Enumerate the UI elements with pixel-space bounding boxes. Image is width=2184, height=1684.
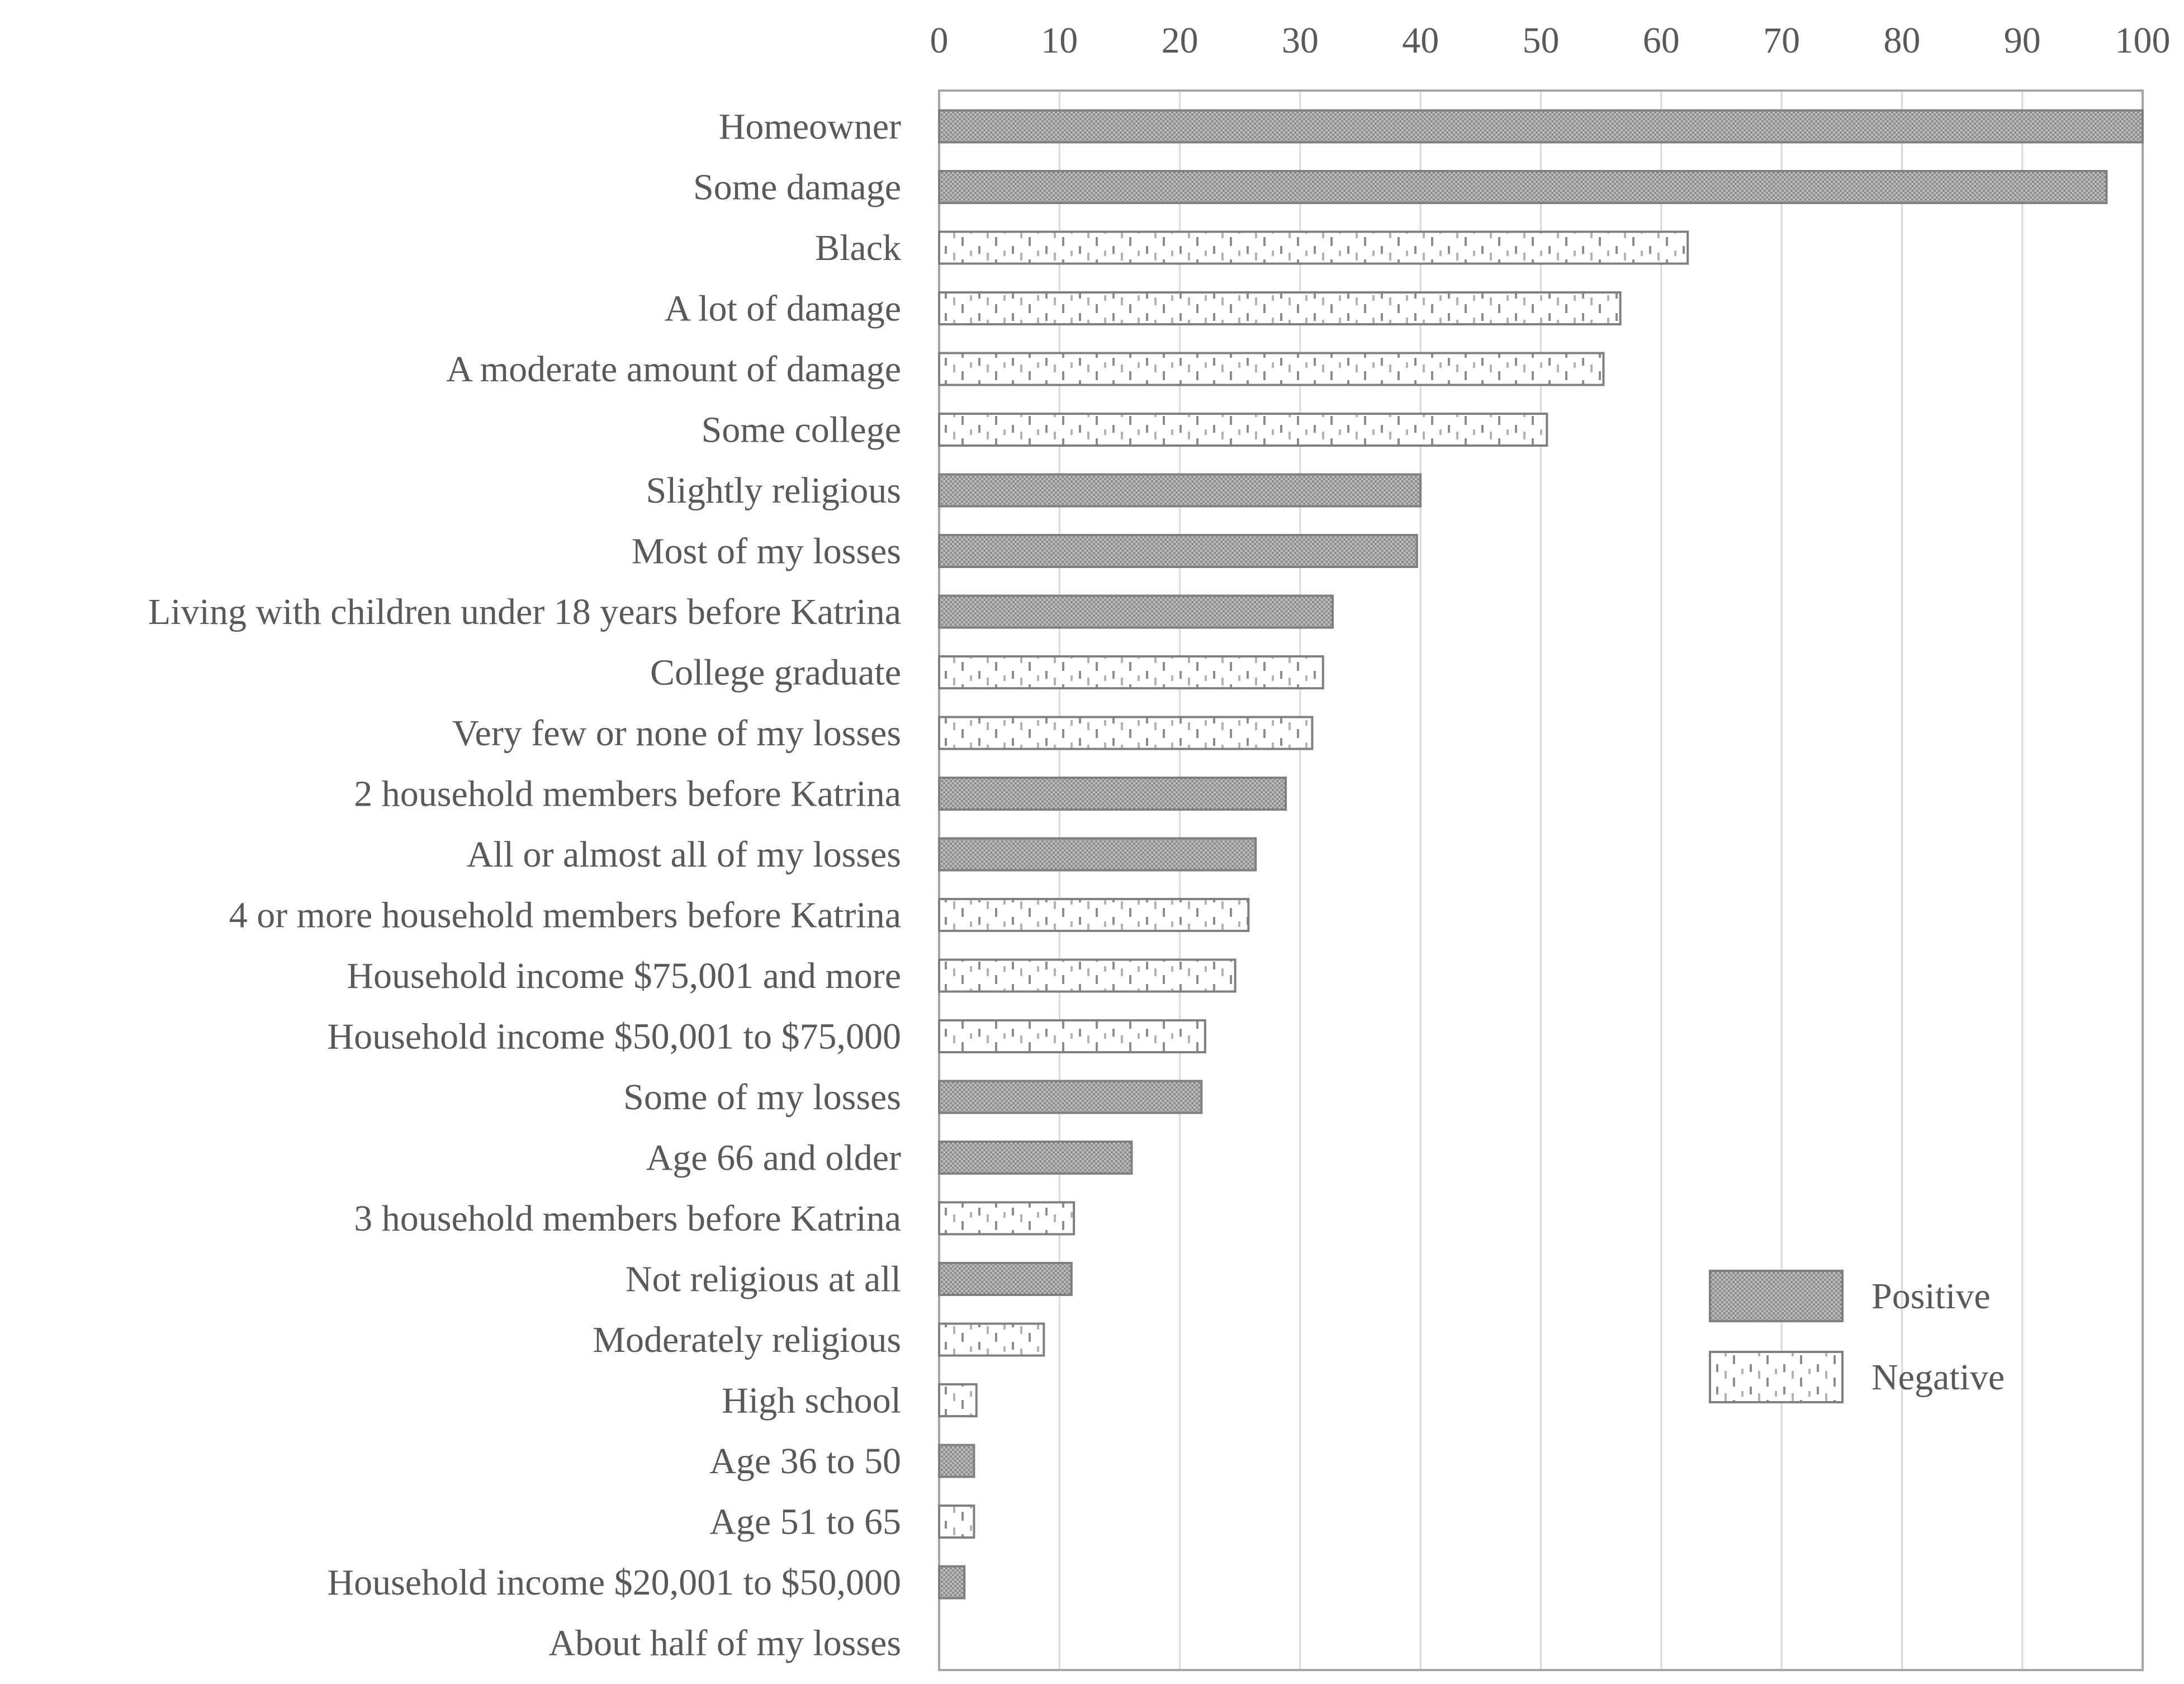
category-label: 2 household members before Katrina [354,774,901,815]
category-label: Moderately religious [593,1319,901,1360]
category-label: Some damage [693,167,901,208]
bar-positive [938,1080,1203,1114]
bar-positive [938,170,2108,204]
bar-positive [938,1565,966,1600]
legend-swatch-positive [1709,1270,1844,1322]
category-label: Age 66 and older [646,1138,901,1179]
category-label: About half of my losses [548,1623,901,1664]
bar-positive [938,1141,1133,1175]
bar-positive [938,109,2144,144]
axis-layer: 0 10 20 30 40 50 60 70 80 90 100 [930,20,2171,1671]
bar-negative [938,655,1324,689]
category-label: Age 36 to 50 [709,1441,901,1482]
legend-swatch-negative [1709,1351,1844,1403]
bar-positive [938,837,1257,872]
category-label: Homeowner [719,106,901,147]
category-label: High school [722,1380,901,1421]
category-label: 4 or more household members before Katri… [229,895,901,936]
bar-negative [938,958,1237,993]
category-label: Black [815,228,901,268]
legend-label-positive: Positive [1872,1276,1991,1317]
bar-positive [938,777,1287,811]
bar-layer [938,109,2144,1600]
category-label: A moderate amount of damage [446,349,901,390]
legend: Positive Negative [1709,1270,2005,1403]
category-label: Some of my losses [623,1077,901,1118]
x-tick-label: 40 [1402,20,1439,61]
bar-positive [938,1444,975,1478]
category-label: All or almost all of my losses [467,834,901,875]
bar-positive [938,534,1418,568]
category-label: Household income $75,001 and more [347,955,901,996]
x-tick-label: 60 [1643,20,1680,61]
bar-positive [938,594,1334,629]
category-label: Some college [702,410,901,451]
grid-layer [938,91,2144,1670]
plot-frame [938,89,2144,1671]
bar-negative [938,1322,1045,1357]
category-label: Household income $50,001 to $75,000 [327,1016,901,1057]
x-tick-label: 100 [2115,20,2171,61]
bar-negative [938,898,1250,932]
bar-negative [938,1019,1206,1053]
category-label: Very few or none of my losses [452,713,901,754]
category-label: Living with children under 18 years befo… [148,592,901,632]
bar-positive [938,473,1422,508]
legend-label-negative: Negative [1872,1357,2005,1398]
bar-negative [938,352,1605,386]
x-tick-label: 0 [930,20,949,61]
x-tick-label: 80 [1883,20,1920,61]
x-tick-label: 90 [2004,20,2041,61]
category-label: Slightly religious [646,470,901,511]
category-label: College graduate [650,652,901,693]
category-label: Not religious at all [626,1259,901,1300]
category-label: Most of my losses [632,531,901,572]
category-label: Age 51 to 65 [709,1502,901,1543]
bar-positive [938,1262,1073,1296]
bar-negative [938,413,1548,447]
x-tick-label: 20 [1162,20,1198,61]
bar-negative [938,1383,978,1417]
bar-negative [938,230,1689,265]
x-tick-label: 30 [1282,20,1319,61]
bar-negative [938,1505,975,1539]
category-label: Household income $20,001 to $50,000 [327,1562,901,1603]
category-label: 3 household members before Katrina [354,1198,901,1239]
bar-negative [938,1201,1076,1236]
bar-negative [938,716,1314,750]
x-tick-label: 50 [1523,20,1560,61]
x-tick-label: 70 [1763,20,1800,61]
x-tick-label: 10 [1041,20,1078,61]
label-layer: Homeowner Some damage Black A lot of damage… [148,106,901,1664]
bar-negative [938,291,1622,325]
category-label: A lot of damage [665,288,901,329]
